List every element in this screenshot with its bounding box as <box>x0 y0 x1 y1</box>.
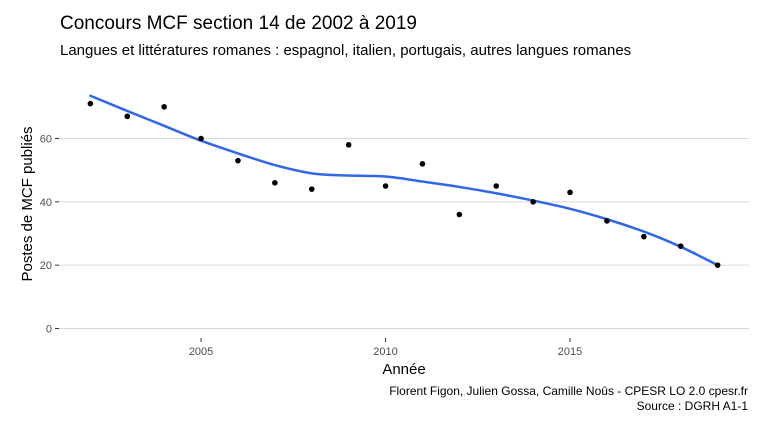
smooth-line <box>89 94 719 267</box>
data-point <box>124 113 131 120</box>
x-tick-label: 2005 <box>189 346 213 358</box>
data-point <box>677 243 684 249</box>
y-tick-label: 60 <box>40 134 52 146</box>
x-tick-label: 2015 <box>558 346 582 358</box>
caption: Florent Figon, Julien Gossa, Camille Noû… <box>389 384 748 414</box>
data-point <box>714 262 721 268</box>
data-point <box>530 199 536 205</box>
caption-credit: Florent Figon, Julien Gossa, Camille Noû… <box>389 384 748 398</box>
y-axis-title: Postes de MCF publiés <box>19 126 36 281</box>
axis-layer: 0 20 40 60 2005 2010 2015 <box>40 134 583 359</box>
grid-layer <box>59 138 749 329</box>
data-point <box>419 161 426 167</box>
data-point <box>308 186 315 192</box>
x-axis-title: Année <box>382 361 425 378</box>
x-tick-label: 2010 <box>373 346 397 358</box>
data-point <box>235 157 241 164</box>
y-tick-label: 0 <box>46 324 52 336</box>
data-point <box>604 218 610 224</box>
caption-source: Source : DGRH A1-1 <box>636 399 748 413</box>
chart-title: Concours MCF section 14 de 2002 à 2019 <box>60 13 417 34</box>
data-point <box>87 100 94 107</box>
y-tick-label: 40 <box>40 197 52 209</box>
data-point <box>272 180 278 186</box>
data-point <box>641 233 647 240</box>
data-point <box>198 135 204 142</box>
data-point <box>493 183 500 189</box>
data-point <box>456 211 463 218</box>
chart-subtitle: Langues et littératures romanes : espagn… <box>60 42 632 59</box>
data-point <box>161 104 167 110</box>
data-point <box>345 142 352 148</box>
data-point <box>567 189 573 196</box>
y-tick-label: 20 <box>40 260 52 272</box>
data-point <box>382 183 389 189</box>
points-layer <box>87 100 721 268</box>
